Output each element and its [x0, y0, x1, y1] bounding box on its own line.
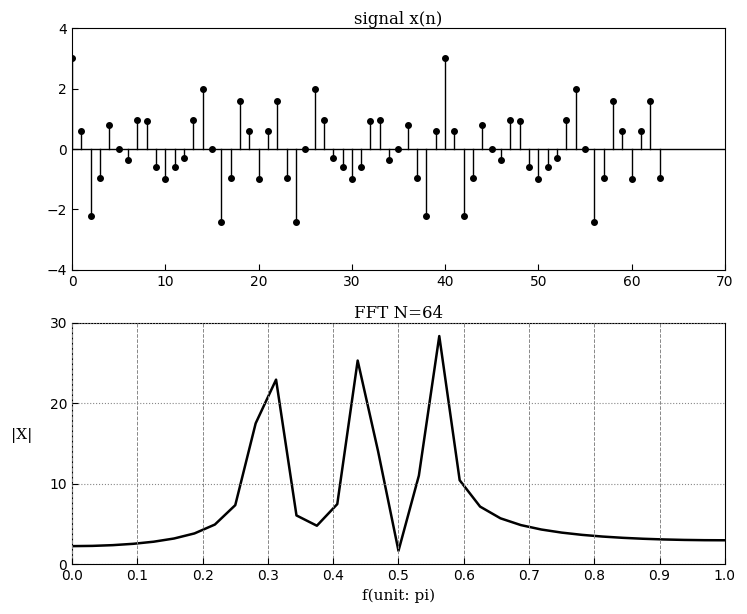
Y-axis label: |X|: |X|	[11, 429, 32, 443]
Title: FFT N=64: FFT N=64	[354, 305, 443, 322]
X-axis label: f(unit: pi): f(unit: pi)	[362, 588, 435, 603]
Title: signal x(n): signal x(n)	[354, 11, 443, 28]
